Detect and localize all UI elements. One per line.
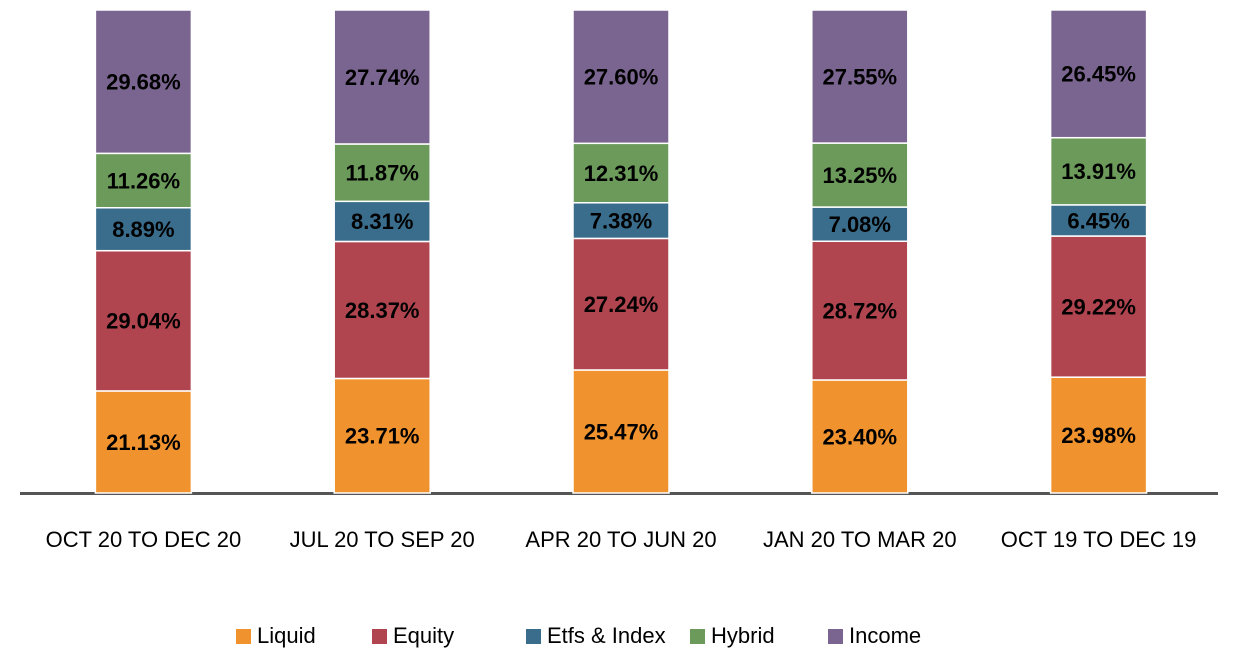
bar-segment (572, 369, 670, 494)
bar-segment (572, 9, 670, 145)
legend-label: Hybrid (711, 623, 775, 648)
bar-segment (1049, 235, 1148, 378)
data-label: 21.13% (106, 430, 181, 455)
bar-segment (811, 206, 909, 243)
data-label: 27.60% (584, 64, 659, 89)
data-label: 28.37% (345, 298, 420, 323)
data-label: 7.08% (829, 212, 891, 237)
bar-segment (811, 240, 909, 381)
legend-label: Equity (393, 623, 454, 648)
bar-segment (333, 9, 431, 145)
data-label: 29.22% (1061, 294, 1136, 319)
legend-swatch (690, 629, 705, 644)
bar-segment (94, 9, 193, 155)
data-label: 11.26% (107, 168, 180, 193)
data-label: 8.31% (351, 209, 413, 234)
data-label: 8.89% (112, 217, 174, 242)
bar-segment (811, 142, 909, 208)
bar-segment (811, 9, 909, 144)
bar-segment (1049, 9, 1148, 139)
data-label: 29.04% (106, 309, 181, 334)
legend-swatch (372, 629, 387, 644)
bar-segment (333, 200, 431, 243)
legend-swatch (526, 629, 541, 644)
data-label: 23.98% (1061, 423, 1136, 448)
x-tick-label: OCT 20 TO DEC 20 (46, 527, 242, 552)
data-label: 26.45% (1061, 62, 1136, 87)
legend-swatch (828, 629, 843, 644)
x-tick-label: OCT 19 TO DEC 19 (1001, 527, 1197, 552)
bar-segment (333, 377, 431, 494)
data-label: 23.40% (822, 424, 897, 449)
legend-label: Liquid (257, 623, 316, 648)
legend-swatch (236, 629, 251, 644)
bar-segment (333, 143, 431, 203)
bar-segment (94, 152, 193, 209)
data-label: 29.68% (106, 69, 181, 94)
bar-segment (94, 249, 193, 392)
bar-segment (811, 379, 909, 494)
bar-segment (572, 142, 670, 204)
data-label: 13.91% (1061, 159, 1136, 184)
data-label: 28.72% (822, 298, 897, 323)
data-label: 6.45% (1067, 208, 1129, 233)
data-label: 27.55% (822, 64, 897, 89)
data-label: 7.38% (590, 208, 652, 233)
bar-segment (94, 390, 193, 494)
data-label: 23.71% (345, 424, 420, 449)
legend-label: Income (849, 623, 921, 648)
x-tick-label: JUL 20 TO SEP 20 (290, 527, 475, 552)
bar-segment (1049, 204, 1148, 237)
data-label: 11.87% (345, 160, 418, 185)
data-label: 27.24% (584, 292, 659, 317)
bar-segment (572, 237, 670, 371)
data-label: 25.47% (584, 419, 659, 444)
data-label: 27.74% (345, 65, 420, 90)
bar-segment (1049, 376, 1148, 494)
legend-label: Etfs & Index (547, 623, 666, 648)
x-tick-label: JAN 20 TO MAR 20 (763, 527, 957, 552)
data-label: 13.25% (822, 163, 897, 188)
data-label: 12.31% (584, 161, 659, 186)
x-tick-label: APR 20 TO JUN 20 (525, 527, 716, 552)
bar-segment (333, 240, 431, 380)
bar-segment (572, 202, 670, 240)
